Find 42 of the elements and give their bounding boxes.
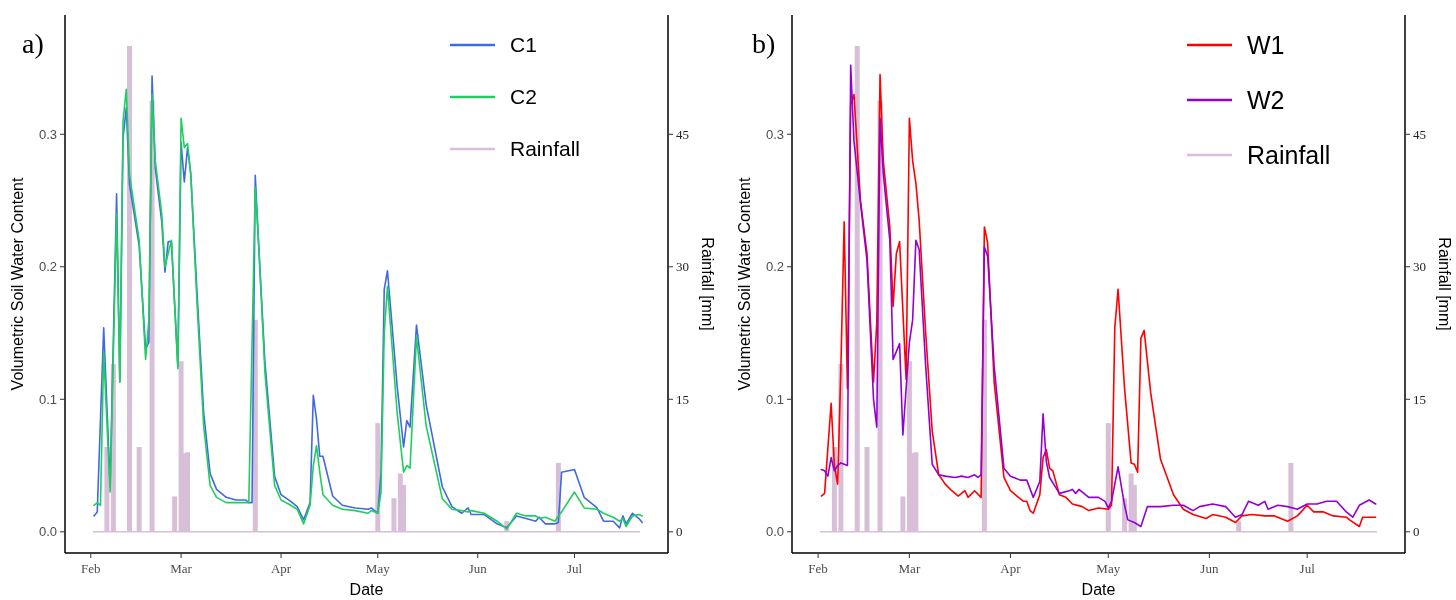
x-tick-label: May [365, 561, 391, 576]
y-tick-label: 0.2 [765, 259, 784, 275]
y2-tick-label: 15 [1413, 391, 1426, 407]
x-tick-label: Jun [468, 561, 488, 576]
y-tick-label: 0.3 [38, 126, 57, 142]
legend-label: Rainfall [1247, 140, 1331, 169]
x-tick-label: Feb [81, 561, 101, 576]
legend-label: W2 [1247, 85, 1285, 114]
x-tick-label: Mar [898, 561, 921, 576]
y2-axis-title: Rainfall [mm] [1436, 237, 1453, 331]
legend-label: Rainfall [510, 137, 581, 161]
y2-tick-label: 45 [1413, 126, 1426, 142]
y2-tick-label: 30 [1413, 259, 1426, 275]
text: a) [22, 28, 44, 59]
y2-axis-title: Rainfall [mm] [699, 237, 716, 331]
y-tick-label: 0.3 [765, 126, 784, 142]
y-tick-label: 0.0 [38, 524, 57, 540]
y2-tick-label: 0 [676, 524, 683, 540]
x-tick-label: Jun [1200, 561, 1219, 576]
legend-label: W1 [1247, 30, 1285, 59]
x-tick-label: May [1096, 561, 1121, 576]
y2-tick-label: 15 [676, 391, 689, 407]
y-axis-title: Volumetric Soil Water Content [9, 177, 26, 391]
y-axis-title: Volumetric Soil Water Content [736, 177, 753, 391]
y2-tick-label: 45 [676, 126, 689, 142]
y2-tick-label: 30 [676, 259, 689, 275]
legend-label: C1 [510, 33, 537, 57]
x-axis-title: Date [349, 581, 384, 598]
legend-label: C2 [510, 85, 537, 109]
y-tick-label: 0.2 [38, 259, 57, 275]
x-tick-label: Jul [566, 561, 583, 576]
x-tick-label: Apr [270, 561, 292, 576]
text: b) [752, 28, 776, 59]
x-tick-label: Apr [1000, 561, 1022, 576]
x-tick-label: Jul [1299, 561, 1316, 576]
y2-tick-label: 0 [1413, 524, 1420, 540]
y-tick-label: 0.1 [765, 391, 784, 407]
x-axis-title: Date [1081, 581, 1116, 598]
x-tick-label: Mar [170, 561, 193, 576]
y-tick-label: 0.1 [38, 391, 57, 407]
x-tick-label: Feb [808, 561, 828, 576]
y-tick-label: 0.0 [765, 524, 784, 540]
